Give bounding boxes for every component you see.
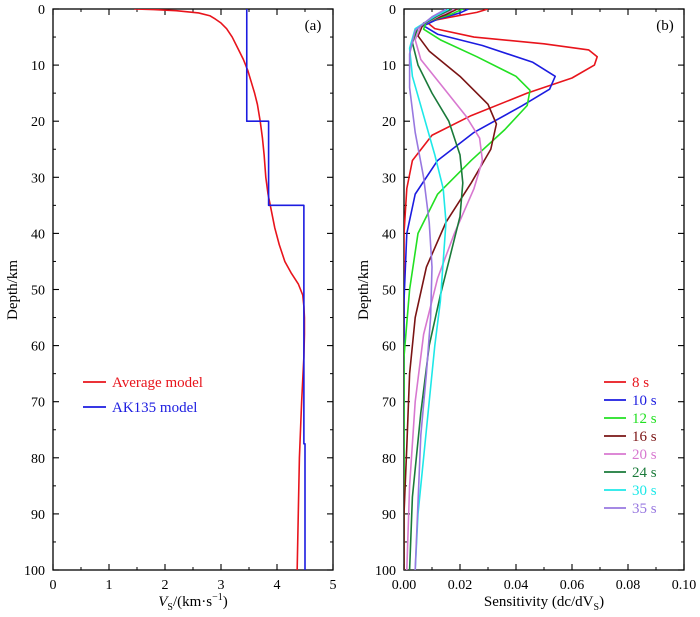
legend-label: 16 s xyxy=(632,429,657,445)
y-tick-label: 40 xyxy=(382,227,396,242)
xlabel-b-sub: S xyxy=(594,602,600,613)
y-tick-label: 30 xyxy=(31,171,45,186)
y-tick-label: 30 xyxy=(382,171,396,186)
x-tick-label: 0.08 xyxy=(616,578,641,593)
panel-a-frame xyxy=(52,8,334,571)
y-tick-label: 50 xyxy=(382,284,396,299)
series-line-20-s xyxy=(406,9,484,570)
series-line-average-model xyxy=(134,9,306,570)
legend-label: 10 s xyxy=(632,393,657,409)
x-tick-label: 0 xyxy=(50,578,57,593)
series-line-16-s xyxy=(404,9,498,570)
x-tick-label: 2 xyxy=(162,578,169,593)
series-line-10-s xyxy=(404,9,556,570)
panel-b-ylabel: Depth/km xyxy=(356,260,372,320)
panel-a-y-axis: 0 10 20 30 40 50 60 70 80 90 100 xyxy=(24,3,333,579)
x-tick-label: 0.00 xyxy=(392,578,417,593)
series-line-35-s xyxy=(408,9,447,570)
panel-a-x-axis: 0 1 2 3 4 5 xyxy=(50,9,337,593)
xlabel-a-rest: /(km·s xyxy=(173,594,212,610)
panel-b-series-group xyxy=(404,9,598,570)
panel-b-label: (b) xyxy=(656,18,674,34)
panel-a-label: (a) xyxy=(305,18,322,34)
x-tick-label: 0.10 xyxy=(672,578,697,593)
legend-label: Average model xyxy=(112,375,203,391)
panel-b-y-axis: 0 10 20 30 40 50 60 70 80 90 100 xyxy=(375,3,684,579)
x-tick-label: 0.04 xyxy=(504,578,529,593)
panel-a: 0 1 2 3 4 5 0 10 20 30 40 50 60 70 80 90 100 (a) VS/(km… xyxy=(5,3,337,613)
legend-label: 20 s xyxy=(632,447,657,463)
x-tick-label: 1 xyxy=(106,578,113,593)
legend-label: 8 s xyxy=(632,375,649,391)
panel-a-legend: Average model AK135 model xyxy=(83,375,203,416)
y-tick-label: 60 xyxy=(31,340,45,355)
y-tick-label: 0 xyxy=(389,3,396,18)
series-line-12-s xyxy=(404,9,531,570)
panel-a-xlabel: VS/(km·s−1) xyxy=(158,592,228,613)
legend-label: 24 s xyxy=(632,465,657,481)
y-tick-label: 100 xyxy=(24,564,45,579)
legend-label: 12 s xyxy=(632,411,657,427)
series-line-30-s xyxy=(408,9,450,570)
panel-b-xlabel: Sensitivity (dc/dVS) xyxy=(484,594,604,613)
legend-label: AK135 model xyxy=(112,400,197,416)
panel-b-x-axis: 0.00 0.02 0.04 0.06 0.08 0.10 xyxy=(392,9,697,593)
xlabel-a-close: ) xyxy=(223,594,228,610)
y-tick-label: 10 xyxy=(31,59,45,74)
y-tick-label: 40 xyxy=(31,227,45,242)
y-tick-label: 0 xyxy=(38,3,45,18)
y-tick-label: 60 xyxy=(382,340,396,355)
xlabel-a-sub: S xyxy=(167,602,173,613)
xlabel-b-close: ) xyxy=(599,594,604,610)
y-tick-label: 50 xyxy=(31,284,45,299)
x-tick-label: 4 xyxy=(274,578,281,593)
y-tick-label: 90 xyxy=(382,508,396,523)
y-tick-label: 20 xyxy=(31,115,45,130)
xlabel-b-main: Sensitivity (dc/dV xyxy=(484,594,594,610)
panel-a-series-group xyxy=(134,9,306,570)
y-tick-label: 70 xyxy=(382,396,396,411)
panel-b-legend: 8 s 10 s 12 s 16 s 20 s 24 s 30 s 35 s xyxy=(604,375,657,517)
x-tick-label: 3 xyxy=(218,578,225,593)
panel-b: 0.00 0.02 0.04 0.06 0.08 0.10 0 10 20 30 40 50 60 70… xyxy=(356,3,696,613)
x-tick-label: 5 xyxy=(330,578,337,593)
y-tick-label: 20 xyxy=(382,115,396,130)
panel-a-ylabel: Depth/km xyxy=(5,260,21,320)
y-tick-label: 100 xyxy=(375,564,396,579)
y-tick-label: 80 xyxy=(382,452,396,467)
xlabel-a-main: V xyxy=(158,594,169,610)
y-tick-label: 70 xyxy=(31,396,45,411)
x-tick-label: 0.06 xyxy=(560,578,585,593)
legend-label: 30 s xyxy=(632,483,657,499)
y-tick-label: 80 xyxy=(31,452,45,467)
xlabel-a-sup: −1 xyxy=(212,592,223,603)
y-tick-label: 10 xyxy=(382,59,396,74)
series-line-ak135-model xyxy=(245,9,306,570)
y-tick-label: 90 xyxy=(31,508,45,523)
series-line-24-s xyxy=(408,9,464,570)
series-line-8-s xyxy=(404,9,598,570)
legend-label: 35 s xyxy=(632,501,657,517)
x-tick-label: 0.02 xyxy=(448,578,473,593)
